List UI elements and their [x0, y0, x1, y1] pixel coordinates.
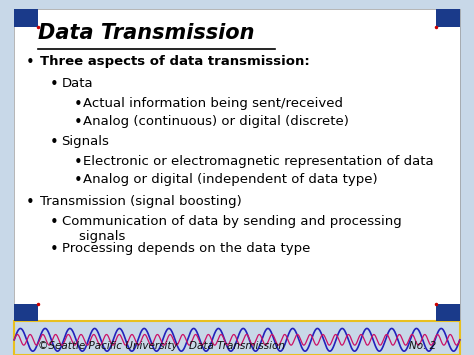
Text: •: •: [73, 155, 82, 170]
Text: Electronic or electromagnetic representation of data: Electronic or electromagnetic representa…: [83, 155, 434, 168]
Bar: [14, 304, 38, 321]
Text: •: •: [50, 215, 58, 230]
Bar: [14, 321, 460, 355]
Bar: [14, 9, 460, 321]
Text: Data: Data: [62, 77, 93, 90]
Bar: [436, 9, 460, 27]
Text: •: •: [73, 115, 82, 130]
Bar: [14, 9, 38, 27]
Text: Processing depends on the data type: Processing depends on the data type: [62, 242, 310, 255]
Text: Actual information being sent/received: Actual information being sent/received: [83, 97, 343, 110]
Text: •: •: [26, 55, 35, 70]
Text: Analog or digital (independent of data type): Analog or digital (independent of data t…: [83, 173, 378, 186]
Bar: [14, 9, 460, 321]
Text: Data Transmission: Data Transmission: [38, 23, 255, 43]
Text: Signals: Signals: [62, 135, 109, 148]
Bar: [436, 304, 460, 321]
Text: No. 2: No. 2: [409, 341, 436, 351]
Text: •: •: [73, 97, 82, 112]
Text: Data Transmission: Data Transmission: [189, 341, 285, 351]
Text: Analog (continuous) or digital (discrete): Analog (continuous) or digital (discrete…: [83, 115, 349, 128]
Text: •: •: [50, 135, 58, 150]
Text: •: •: [50, 77, 58, 92]
Text: •: •: [73, 173, 82, 188]
Text: •: •: [26, 195, 35, 210]
Text: Three aspects of data transmission:: Three aspects of data transmission:: [40, 55, 310, 68]
Text: ©Seattle Pacific University: ©Seattle Pacific University: [38, 341, 178, 351]
Text: •: •: [50, 242, 58, 257]
Text: Communication of data by sending and processing
    signals: Communication of data by sending and pro…: [62, 215, 401, 243]
Text: Transmission (signal boosting): Transmission (signal boosting): [40, 195, 242, 208]
